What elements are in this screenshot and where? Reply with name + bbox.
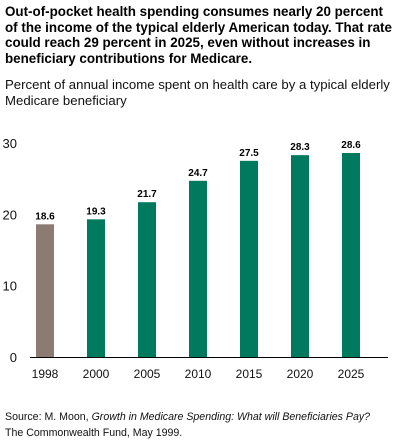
value-label: 28.6 — [341, 140, 361, 151]
bar — [291, 155, 309, 357]
value-label: 19.3 — [86, 206, 106, 217]
source-note: Source: M. Moon, Growth in Medicare Spen… — [5, 409, 397, 441]
bar — [138, 202, 156, 357]
category-label: 2010 — [185, 367, 212, 381]
value-label: 27.5 — [239, 148, 259, 159]
value-label: 21.7 — [137, 189, 157, 200]
bar — [87, 219, 105, 357]
y-tick-label: 0 — [10, 350, 17, 365]
value-label: 18.6 — [35, 211, 55, 222]
value-labels: 18.6 19.3 21.7 24.7 27.5 28.3 28.6 — [35, 140, 361, 222]
bar-chart: 0 10 20 30 18.6 19.3 21.7 24.7 27.5 28.3 28.6 199… — [3, 136, 388, 381]
category-labels: 1998 2000 2005 2010 2015 2020 2025 — [32, 367, 365, 381]
bar — [240, 160, 258, 357]
category-label: 2020 — [287, 367, 314, 381]
bar — [36, 224, 54, 357]
category-label: 2000 — [83, 367, 110, 381]
y-tick-label: 30 — [3, 136, 17, 151]
bar — [342, 152, 360, 357]
category-label: 2005 — [134, 367, 161, 381]
value-label: 28.3 — [290, 142, 310, 153]
category-label: 2025 — [338, 367, 365, 381]
source-suffix: The Commonwealth Fund, May 1999. — [5, 427, 183, 439]
category-label: 1998 — [32, 367, 59, 381]
y-axis-ticks: 0 10 20 30 — [3, 136, 17, 365]
headline: Out-of-pocket health spending consumes n… — [5, 4, 392, 66]
bars — [36, 152, 360, 357]
category-label: 2015 — [236, 367, 263, 381]
value-label: 24.7 — [188, 168, 208, 179]
source-prefix: Source: M. Moon, — [5, 411, 92, 423]
y-tick-label: 10 — [3, 279, 17, 294]
bar — [189, 180, 207, 357]
source-title: Growth in Medicare Spending: What will B… — [91, 411, 371, 423]
chart-subtitle: Percent of annual income spent on health… — [5, 77, 390, 108]
y-tick-label: 20 — [3, 207, 17, 222]
